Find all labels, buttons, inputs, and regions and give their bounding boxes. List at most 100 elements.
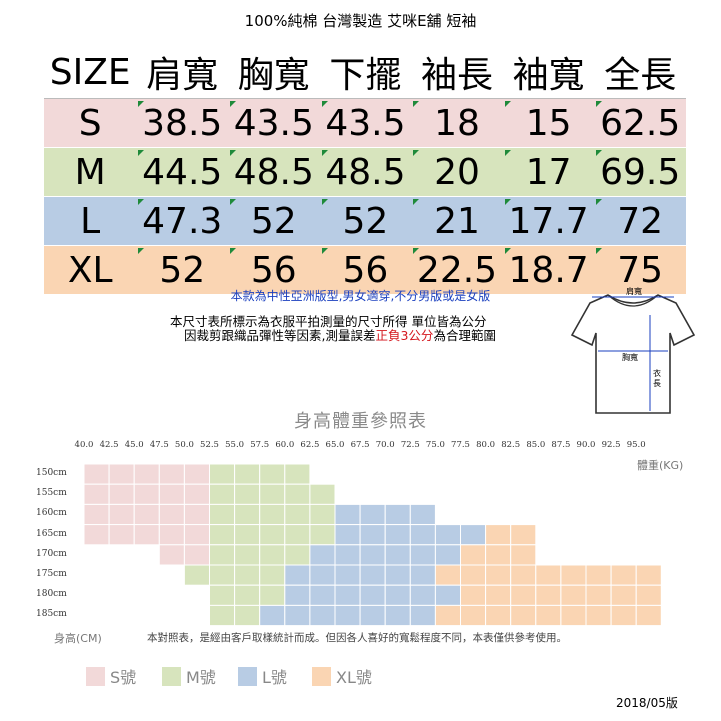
size-row-l: L 47.3 52 52 21 17.7 72 (44, 196, 686, 246)
legend-swatch (86, 666, 105, 686)
grid-cell-l (284, 584, 311, 606)
grid-cell-xl (460, 584, 487, 606)
grid-cell-m (259, 464, 286, 485)
table-cell: 22.5 (411, 245, 503, 294)
grid-cell-xl (560, 564, 587, 586)
col-chest: 胸寬 (228, 46, 320, 99)
grid-cell-m (234, 464, 261, 485)
grid-cell-s (158, 464, 185, 485)
weight-axis: 40.0 42.5 45.0 47.5 50.0 52.5 55.0 57.5 60.0 62.5… (75, 440, 664, 454)
legend-swatch (312, 666, 331, 686)
grid-cell-s (183, 524, 211, 546)
grid-cell-xl (460, 544, 487, 566)
grid-cell-xl (485, 604, 512, 626)
grid-cell-l (434, 524, 461, 546)
weight-tick-label: 55.0 (225, 440, 245, 450)
grid-cell-l (359, 604, 386, 626)
grid-cell-l (384, 544, 411, 566)
table-cell: 48.5 (228, 147, 320, 197)
grid-cell-s (158, 524, 185, 546)
grid-cell-s (84, 464, 110, 485)
table-cell: 17 (502, 147, 595, 197)
table-cell: 62.5 (594, 98, 686, 148)
col-shoulder: 肩寬 (136, 46, 229, 99)
size-row-xl: XL 52 56 56 22.5 18.7 75 (44, 245, 686, 294)
grid-cell-s (133, 524, 160, 546)
weight-tick-label: 42.5 (99, 440, 119, 450)
weight-tick-label: 87.5 (551, 440, 571, 450)
grid-cell-m (309, 524, 336, 546)
weight-tick-label: 72.5 (400, 440, 420, 450)
col-total-length: 全長 (594, 46, 686, 99)
grid-cell-s (108, 524, 135, 546)
size-row-m: M 44.5 48.5 48.5 20 17 69.5 (44, 147, 686, 197)
grid-cell-m (259, 544, 286, 566)
weight-tick-label: 82.5 (501, 440, 521, 450)
weight-tick-label: 80.0 (476, 440, 496, 450)
table-cell: 43.5 (228, 98, 320, 148)
tolerance-note: 因裁剪跟織品彈性等因素,測量誤差正負3公分為合理範圍 (184, 325, 496, 344)
grid-cell-m (259, 584, 286, 606)
grid-cell-l (359, 544, 386, 566)
grid-cell-l (359, 584, 386, 606)
weight-tick-label: 95.0 (626, 440, 646, 450)
grid-cell-s (183, 503, 211, 526)
weight-tick-label: 90.0 (576, 440, 596, 450)
weight-tick-label: 40.0 (74, 440, 94, 450)
grid-cell-m (234, 584, 261, 606)
table-cell: 56 (319, 245, 412, 294)
grid-cell-l (284, 564, 311, 586)
tshirt-diagram: 肩寬 胸寬 衣 長 (570, 286, 695, 414)
grid-cell-l (334, 503, 361, 526)
table-cell: 52 (228, 196, 320, 246)
grid-cell-m (209, 503, 236, 526)
col-sleeve-width: 袖寬 (502, 46, 595, 99)
grid-cell-l (460, 524, 487, 546)
height-tick-label: 165cm (36, 528, 67, 539)
grid-cell-xl (535, 584, 562, 606)
table-cell: 48.5 (319, 147, 412, 197)
grid-cell-l (309, 584, 336, 606)
grid-cell-l (334, 584, 361, 606)
height-tick-label: 160cm (36, 508, 67, 519)
table-cell: 43.5 (319, 98, 412, 148)
col-hem: 下擺 (319, 46, 412, 99)
size-label: S (44, 98, 137, 148)
weight-tick-label: 62.5 (300, 440, 320, 450)
size-row-s: S 38.5 43.5 43.5 18 15 62.5 (44, 98, 686, 148)
grid-cell-m (209, 524, 236, 546)
grid-cell-l (334, 544, 361, 566)
grid-cell-l (384, 524, 411, 546)
table-cell: 17.7 (502, 196, 595, 246)
grid-cell-s (158, 503, 185, 526)
grid-cell-m (234, 564, 261, 586)
grid-cell-xl (635, 564, 662, 586)
grid-cell-m (209, 564, 236, 586)
grid-cell-xl (434, 604, 461, 626)
grid-cell-m (209, 464, 236, 485)
grid-cell-m (209, 483, 236, 505)
grid-cell-m (309, 503, 336, 526)
grid-cell-xl (535, 564, 562, 586)
grid-cell-m (284, 544, 311, 566)
grid-cell-xl (510, 604, 537, 626)
grid-cell-xl (585, 604, 612, 626)
grid-cell-m (284, 503, 311, 526)
page-title: 100%純棉 台灣製造 艾咪E舖 短袖 (244, 12, 477, 30)
table-cell: 38.5 (136, 98, 229, 148)
size-label: M (44, 147, 137, 197)
weight-tick-label: 47.5 (149, 440, 169, 450)
grid-cell-m (234, 604, 261, 626)
chart-title: 身高體重參照表 (294, 411, 427, 432)
legend-label: M號 (186, 668, 216, 687)
chest-label: 胸寬 (622, 352, 638, 362)
grid-cell-xl (610, 604, 637, 626)
grid-cell-l (359, 503, 386, 526)
legend-label: XL號 (336, 668, 372, 687)
height-tick-label: 170cm (36, 548, 67, 559)
length-label-1: 衣 (653, 368, 661, 378)
shoulder-label: 肩寬 (626, 286, 642, 296)
chart-note: 本對照表，是經由客戶取樣統計而成。但因各人喜好的寬鬆程度不同，本表僅供參考使用。 (147, 632, 567, 644)
grid-cell-m (259, 503, 286, 526)
grid-cell-s (133, 464, 160, 485)
